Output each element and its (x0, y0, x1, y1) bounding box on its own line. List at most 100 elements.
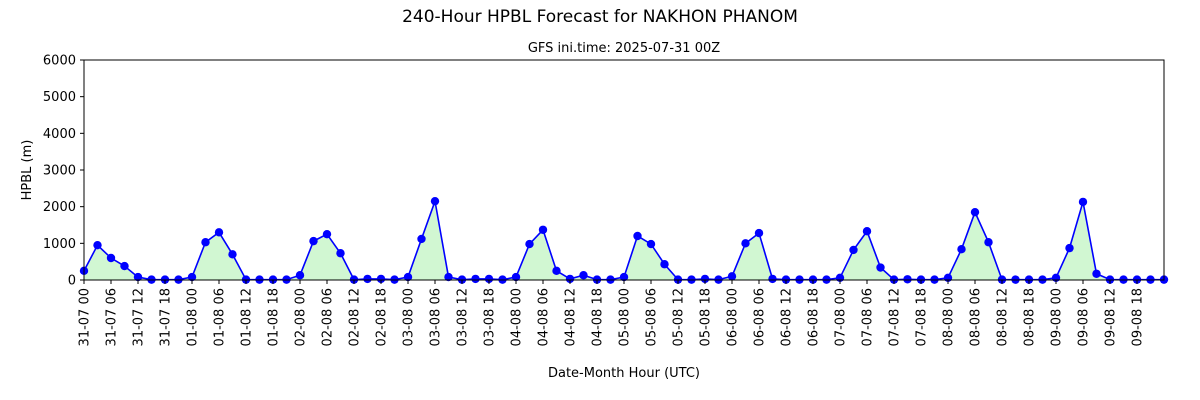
data-point (120, 261, 129, 271)
data-point (484, 274, 494, 284)
data-point (903, 275, 912, 284)
x-tick-label: 08-08 12 (996, 288, 1011, 346)
x-tick-label: 04-08 18 (591, 288, 606, 346)
data-point (201, 238, 210, 247)
data-point (552, 266, 561, 276)
x-tick-label: 05-08 06 (645, 288, 660, 346)
data-point (538, 225, 548, 234)
y-tick-label: 1000 (43, 237, 76, 252)
data-point (403, 272, 413, 282)
area-fill (84, 201, 1164, 280)
x-tick-label: 04-08 06 (537, 288, 552, 346)
chart-title: 240-Hour HPBL Forecast for NAKHON PHANOM (402, 7, 798, 27)
data-point (700, 274, 710, 284)
data-point (754, 228, 764, 238)
x-tick-label: 02-08 00 (294, 288, 309, 346)
data-point (565, 274, 575, 284)
x-tick-label: 01-08 00 (186, 288, 201, 346)
y-tick-label: 0 (68, 274, 76, 289)
x-tick-label: 05-08 00 (618, 288, 633, 346)
data-point (444, 272, 453, 282)
data-point (741, 239, 750, 248)
y-tick-label: 6000 (43, 54, 76, 69)
x-tick-label: 06-08 00 (726, 288, 741, 346)
data-point (525, 239, 534, 249)
series-line-layer (83, 198, 1164, 281)
x-tick-label: 07-08 12 (888, 288, 903, 346)
data-point (363, 274, 372, 284)
x-axis-ticks: 31-07 00 31-07 06 31-07 12 31-07 18 01-08 00… (78, 280, 1146, 346)
data-point (471, 274, 480, 284)
x-tick-label: 03-08 18 (483, 288, 498, 346)
data-point (1065, 243, 1074, 253)
data-point (849, 245, 858, 255)
x-tick-label: 04-08 00 (510, 288, 525, 346)
x-tick-label: 09-08 00 (1050, 288, 1065, 346)
data-point (970, 207, 980, 217)
x-tick-label: 05-08 12 (672, 288, 687, 346)
data-point (295, 271, 305, 280)
data-point-layer (79, 196, 1169, 284)
data-point (1078, 197, 1088, 207)
data-point (876, 263, 885, 272)
data-point (376, 274, 386, 284)
data-point (187, 272, 197, 282)
data-point (984, 238, 993, 247)
data-point (309, 236, 318, 246)
data-point (646, 239, 656, 249)
data-point (660, 260, 669, 269)
chart-subtitle: GFS ini.time: 2025-07-31 00Z (528, 41, 720, 56)
data-point (1092, 269, 1101, 278)
plot-frame (83, 59, 1165, 281)
x-tick-label: 02-08 18 (375, 288, 390, 346)
data-point (336, 249, 345, 258)
x-tick-label: 09-08 06 (1077, 288, 1092, 346)
data-point (633, 231, 642, 241)
x-tick-label: 06-08 06 (753, 288, 768, 346)
x-tick-label: 01-08 06 (213, 288, 228, 346)
x-tick-label: 03-08 12 (456, 288, 471, 346)
data-point (619, 272, 629, 282)
x-tick-label: 02-08 12 (348, 288, 363, 346)
y-axis-ticks: 0 1000 2000 3000 4000 5000 6000 (43, 54, 84, 289)
x-tick-label: 02-08 06 (321, 288, 336, 346)
series-line (83, 198, 1164, 281)
data-point (862, 227, 872, 236)
x-tick-label: 06-08 18 (807, 288, 822, 346)
data-point (106, 253, 116, 263)
data-point (417, 234, 426, 244)
data-point (228, 250, 237, 259)
x-tick-label: 07-08 00 (834, 288, 849, 346)
y-axis-label: HPBL (m) (20, 140, 35, 201)
x-tick-label: 06-08 12 (780, 288, 795, 346)
data-point (511, 272, 521, 282)
y-tick-label: 3000 (43, 164, 76, 179)
x-tick-label: 31-07 06 (105, 288, 120, 346)
data-point (430, 196, 440, 206)
x-tick-label: 07-08 18 (915, 288, 930, 346)
data-point (93, 240, 102, 250)
area-fill-layer (84, 201, 1164, 280)
x-axis-label: Date-Month Hour (UTC) (548, 366, 700, 381)
data-point (957, 245, 966, 254)
data-point (322, 229, 332, 239)
x-tick-label: 05-08 18 (699, 288, 714, 346)
data-point (214, 228, 224, 237)
x-tick-label: 09-08 18 (1131, 288, 1146, 346)
x-tick-label: 08-08 00 (942, 288, 957, 346)
x-tick-label: 08-08 18 (1023, 288, 1038, 346)
x-tick-label: 01-08 12 (240, 288, 255, 346)
x-tick-label: 31-07 18 (159, 288, 174, 346)
data-point (133, 272, 143, 282)
y-tick-label: 4000 (43, 127, 76, 142)
x-tick-label: 03-08 00 (402, 288, 417, 346)
x-tick-label: 31-07 12 (132, 288, 147, 346)
x-tick-label: 31-07 00 (78, 288, 93, 346)
x-tick-label: 04-08 12 (564, 288, 579, 346)
x-tick-label: 08-08 06 (969, 288, 984, 346)
x-tick-label: 07-08 06 (861, 288, 876, 346)
x-tick-label: 01-08 18 (267, 288, 282, 346)
data-point (727, 272, 737, 281)
data-point (768, 274, 777, 284)
